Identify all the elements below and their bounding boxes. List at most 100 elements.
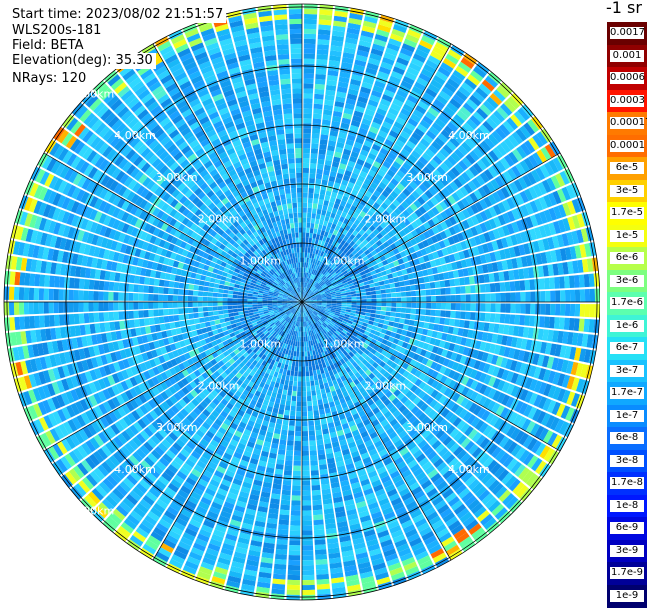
range-gate-cell (238, 311, 243, 315)
range-gate-cell (318, 199, 323, 205)
range-gate-cell (19, 302, 24, 315)
range-gate-cell (305, 252, 308, 257)
range-gate-cell (351, 294, 356, 297)
range-gate-cell (322, 180, 328, 186)
range-gate-cell (158, 302, 163, 308)
range-gate-cell (34, 288, 39, 300)
range-gate-cell (74, 314, 80, 325)
range-gate-cell (198, 302, 203, 307)
range-gate-cell (159, 279, 165, 286)
range-gate-cell (303, 128, 311, 133)
range-gate-cell (435, 281, 441, 288)
range-gate-cell (278, 210, 283, 216)
range-gate-cell (282, 169, 289, 175)
range-gate-cell (203, 307, 208, 312)
range-gate-cell (223, 306, 228, 310)
range-gate-cell (530, 291, 535, 302)
range-gate-cell (449, 279, 455, 286)
range-gate-cell (401, 292, 406, 297)
range-gate-cell (294, 123, 302, 128)
range-gate-cell (313, 203, 318, 209)
range-gate-cell (322, 175, 329, 181)
range-gate-cell (316, 59, 327, 65)
range-gate-cell (248, 291, 253, 294)
range-gate-cell (569, 275, 575, 288)
range-gate-cell (303, 198, 308, 203)
range-gate-cell (74, 290, 79, 300)
range-gate-cell (303, 113, 312, 118)
range-gate-cell (295, 253, 298, 258)
range-gate-cell (310, 248, 313, 253)
range-gate-cell (129, 320, 135, 328)
range-gate-cell (188, 313, 194, 319)
range-gate-cell (288, 163, 295, 168)
range-gate-cell (198, 291, 203, 296)
range-gate-cell (319, 144, 327, 150)
range-gate-cell (280, 194, 286, 200)
range-gate-cell (431, 296, 436, 302)
range-gate-cell (149, 278, 155, 285)
range-gate-cell (510, 281, 516, 291)
range-gate-cell (287, 228, 291, 233)
range-gate-cell (450, 287, 455, 294)
range-gate-cell (385, 289, 390, 294)
range-gate-cell (296, 178, 302, 183)
range-gate-cell (118, 292, 123, 300)
range-gate-cell (98, 302, 103, 311)
range-gate-cell (317, 209, 322, 215)
range-gate-cell (425, 283, 431, 289)
range-gate-cell (99, 312, 105, 321)
range-gate-cell (253, 307, 258, 310)
range-gate-cell (262, 300, 267, 302)
range-gate-cell (98, 291, 103, 300)
range-gate-cell (294, 218, 298, 223)
range-gate-cell (183, 290, 188, 296)
range-gate-cell (59, 289, 64, 300)
range-gate-cell (210, 321, 216, 326)
range-gate-cell (203, 302, 208, 306)
range-gate-cell (289, 168, 295, 173)
range-gate-cell (173, 289, 178, 295)
range-gate-cell (540, 291, 545, 302)
range-gate-cell (320, 189, 326, 195)
range-gate-cell (29, 302, 34, 314)
range-gate-cell (198, 297, 203, 302)
range-gate-cell (316, 174, 322, 180)
range-gate-cell (337, 298, 342, 300)
range-gate-cell (396, 292, 401, 297)
range-gate-cell (461, 295, 466, 302)
range-gate-cell (304, 39, 316, 44)
range-gate-cell (74, 278, 80, 289)
range-gate-cell (153, 294, 158, 301)
range-gate-cell (144, 277, 150, 285)
range-gate-cell (148, 302, 153, 309)
range-gate-cell (306, 258, 309, 263)
range-gate-cell (303, 133, 311, 138)
range-gate-cell (285, 128, 293, 134)
range-gate-cell (225, 321, 231, 326)
range-gate-cell (89, 313, 95, 323)
range-gate-cell (283, 174, 289, 180)
range-gate-cell (170, 322, 176, 329)
range-gate-cell (441, 296, 446, 302)
range-gate-cell (303, 123, 311, 128)
range-gate-cell (279, 215, 284, 221)
range-gate-cell (319, 149, 326, 155)
range-gate-cell (294, 133, 302, 138)
range-gate-cell (404, 280, 410, 286)
range-gate-cell (139, 319, 145, 327)
range-gate-cell (209, 316, 215, 321)
range-gate-cell (232, 298, 237, 301)
range-gate-cell (575, 289, 580, 302)
range-gate-cell (500, 282, 506, 291)
range-gate-cell (292, 238, 295, 243)
range-gate-cell (168, 288, 173, 294)
range-gate-cell (505, 293, 510, 302)
range-gate-cell (44, 302, 49, 314)
range-gate-cell (321, 129, 329, 135)
range-gate-cell (314, 224, 318, 230)
range-gate-cell (225, 277, 231, 282)
range-gate-cell (143, 285, 149, 292)
range-gate-cell (204, 281, 210, 286)
range-gate-cell (391, 293, 396, 297)
